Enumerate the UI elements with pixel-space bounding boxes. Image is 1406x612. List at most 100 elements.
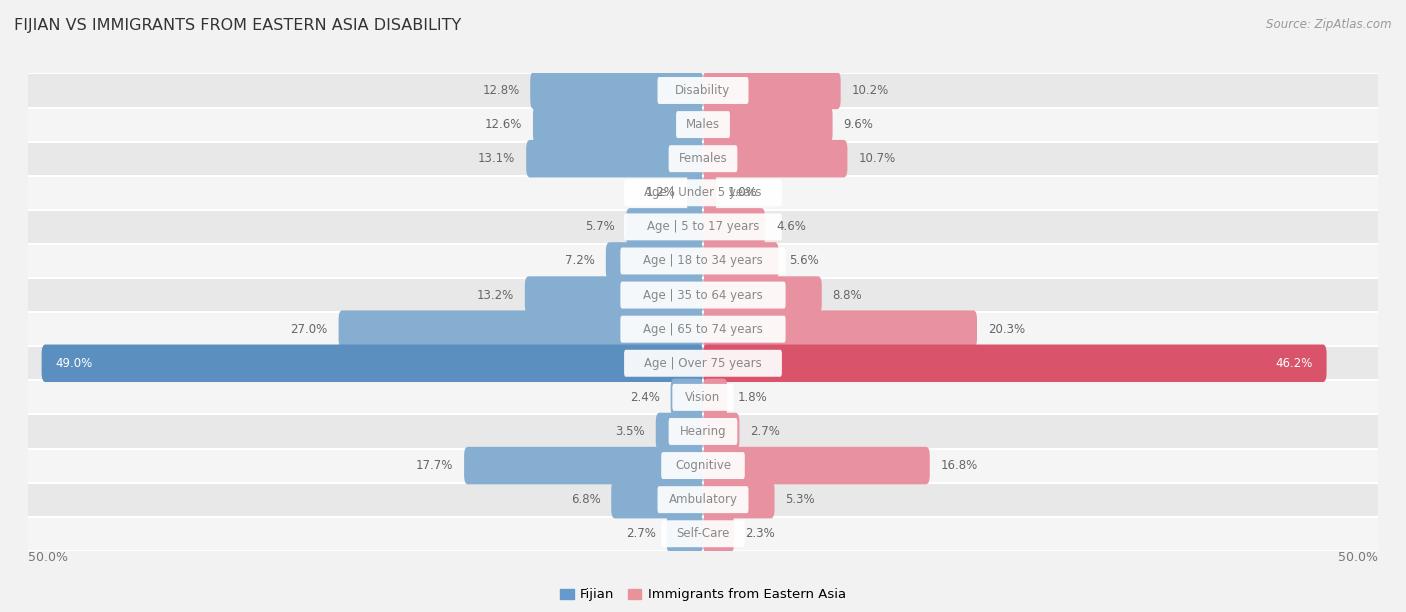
FancyBboxPatch shape (464, 447, 703, 484)
Bar (28, 141, 1378, 176)
Bar (28, 312, 1378, 346)
FancyBboxPatch shape (666, 515, 703, 553)
Text: Age | 35 to 64 years: Age | 35 to 64 years (643, 289, 763, 302)
FancyBboxPatch shape (669, 145, 737, 172)
Text: 5.3%: 5.3% (786, 493, 815, 506)
FancyBboxPatch shape (672, 384, 734, 411)
Text: 13.1%: 13.1% (478, 152, 516, 165)
FancyBboxPatch shape (703, 379, 727, 416)
FancyBboxPatch shape (669, 418, 737, 445)
Bar (28, 449, 1378, 483)
FancyBboxPatch shape (42, 345, 703, 382)
Text: Age | Over 75 years: Age | Over 75 years (644, 357, 762, 370)
FancyBboxPatch shape (676, 111, 730, 138)
Text: Age | 65 to 74 years: Age | 65 to 74 years (643, 323, 763, 335)
FancyBboxPatch shape (703, 447, 929, 484)
Text: 6.8%: 6.8% (571, 493, 600, 506)
Bar (28, 414, 1378, 449)
Bar (28, 346, 1378, 380)
FancyBboxPatch shape (703, 140, 848, 177)
Text: Age | 18 to 34 years: Age | 18 to 34 years (643, 255, 763, 267)
FancyBboxPatch shape (703, 208, 765, 245)
FancyBboxPatch shape (703, 72, 841, 109)
Bar (28, 380, 1378, 414)
FancyBboxPatch shape (671, 379, 703, 416)
Text: 50.0%: 50.0% (28, 551, 67, 564)
FancyBboxPatch shape (686, 174, 703, 212)
Text: 27.0%: 27.0% (291, 323, 328, 335)
Text: FIJIAN VS IMMIGRANTS FROM EASTERN ASIA DISABILITY: FIJIAN VS IMMIGRANTS FROM EASTERN ASIA D… (14, 18, 461, 34)
FancyBboxPatch shape (703, 481, 775, 518)
FancyBboxPatch shape (703, 106, 832, 143)
FancyBboxPatch shape (526, 140, 703, 177)
Text: 1.2%: 1.2% (647, 186, 676, 200)
FancyBboxPatch shape (703, 174, 717, 212)
Bar (28, 176, 1378, 210)
FancyBboxPatch shape (624, 214, 782, 241)
Text: Source: ZipAtlas.com: Source: ZipAtlas.com (1267, 18, 1392, 31)
FancyBboxPatch shape (533, 106, 703, 143)
FancyBboxPatch shape (620, 282, 786, 308)
Text: Cognitive: Cognitive (675, 459, 731, 472)
FancyBboxPatch shape (661, 452, 745, 479)
FancyBboxPatch shape (620, 316, 786, 343)
Text: 3.5%: 3.5% (616, 425, 645, 438)
Text: 46.2%: 46.2% (1275, 357, 1313, 370)
Text: 9.6%: 9.6% (844, 118, 873, 131)
FancyBboxPatch shape (658, 77, 748, 104)
Text: Self-Care: Self-Care (676, 528, 730, 540)
FancyBboxPatch shape (624, 179, 782, 206)
FancyBboxPatch shape (658, 486, 748, 513)
FancyBboxPatch shape (703, 412, 740, 450)
Text: 13.2%: 13.2% (477, 289, 515, 302)
Text: 12.6%: 12.6% (485, 118, 522, 131)
Text: 49.0%: 49.0% (55, 357, 93, 370)
Text: 2.3%: 2.3% (745, 528, 775, 540)
Text: 2.7%: 2.7% (626, 528, 655, 540)
Text: 7.2%: 7.2% (565, 255, 595, 267)
Text: 16.8%: 16.8% (941, 459, 977, 472)
Text: 5.6%: 5.6% (789, 255, 820, 267)
Text: 8.8%: 8.8% (832, 289, 862, 302)
FancyBboxPatch shape (530, 72, 703, 109)
FancyBboxPatch shape (703, 310, 977, 348)
Text: Age | 5 to 17 years: Age | 5 to 17 years (647, 220, 759, 233)
Text: 20.3%: 20.3% (988, 323, 1025, 335)
FancyBboxPatch shape (524, 276, 703, 314)
FancyBboxPatch shape (703, 242, 779, 280)
FancyBboxPatch shape (703, 345, 1327, 382)
Text: Age | Under 5 years: Age | Under 5 years (644, 186, 762, 200)
FancyBboxPatch shape (612, 481, 703, 518)
Text: 2.4%: 2.4% (630, 391, 659, 404)
Text: 12.8%: 12.8% (482, 84, 519, 97)
Text: Ambulatory: Ambulatory (668, 493, 738, 506)
FancyBboxPatch shape (661, 520, 745, 547)
Text: 4.6%: 4.6% (776, 220, 806, 233)
Text: 17.7%: 17.7% (416, 459, 453, 472)
Bar (28, 517, 1378, 551)
Bar (28, 108, 1378, 141)
Legend: Fijian, Immigrants from Eastern Asia: Fijian, Immigrants from Eastern Asia (561, 589, 845, 602)
Text: 10.7%: 10.7% (858, 152, 896, 165)
Bar (28, 244, 1378, 278)
Bar (28, 483, 1378, 517)
Text: 5.7%: 5.7% (585, 220, 616, 233)
FancyBboxPatch shape (339, 310, 703, 348)
Text: Disability: Disability (675, 84, 731, 97)
Text: Females: Females (679, 152, 727, 165)
FancyBboxPatch shape (624, 350, 782, 377)
Text: Vision: Vision (685, 391, 721, 404)
Bar (28, 210, 1378, 244)
FancyBboxPatch shape (655, 412, 703, 450)
Text: 1.0%: 1.0% (727, 186, 756, 200)
FancyBboxPatch shape (606, 242, 703, 280)
Bar (28, 73, 1378, 108)
Text: 10.2%: 10.2% (852, 84, 889, 97)
Text: 1.8%: 1.8% (738, 391, 768, 404)
FancyBboxPatch shape (620, 247, 786, 274)
Text: Males: Males (686, 118, 720, 131)
Text: 50.0%: 50.0% (1339, 551, 1378, 564)
Bar (28, 278, 1378, 312)
FancyBboxPatch shape (703, 515, 734, 553)
Text: Hearing: Hearing (679, 425, 727, 438)
